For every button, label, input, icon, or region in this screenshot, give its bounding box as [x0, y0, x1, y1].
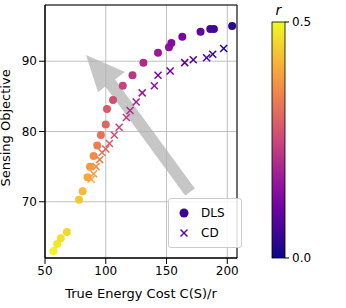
svg-text:150: 150	[155, 264, 178, 278]
svg-text:True Energy Cost C(S)/r: True Energy Cost C(S)/r	[64, 286, 217, 301]
svg-text:200: 200	[216, 264, 239, 278]
svg-text:Sensing Objective: Sensing Objective	[0, 69, 13, 186]
svg-text:80: 80	[22, 125, 37, 139]
svg-text:100: 100	[94, 264, 117, 278]
svg-text:0.0: 0.0	[292, 251, 311, 265]
svg-text:50: 50	[37, 264, 52, 278]
svg-text:0.5: 0.5	[292, 15, 311, 29]
html-text:DLS: DLS	[201, 206, 225, 220]
svg-text:70: 70	[22, 195, 37, 209]
svg-text:r: r	[276, 2, 283, 18]
svg-text:90: 90	[22, 54, 37, 68]
html-text:CD: CD	[201, 226, 219, 240]
